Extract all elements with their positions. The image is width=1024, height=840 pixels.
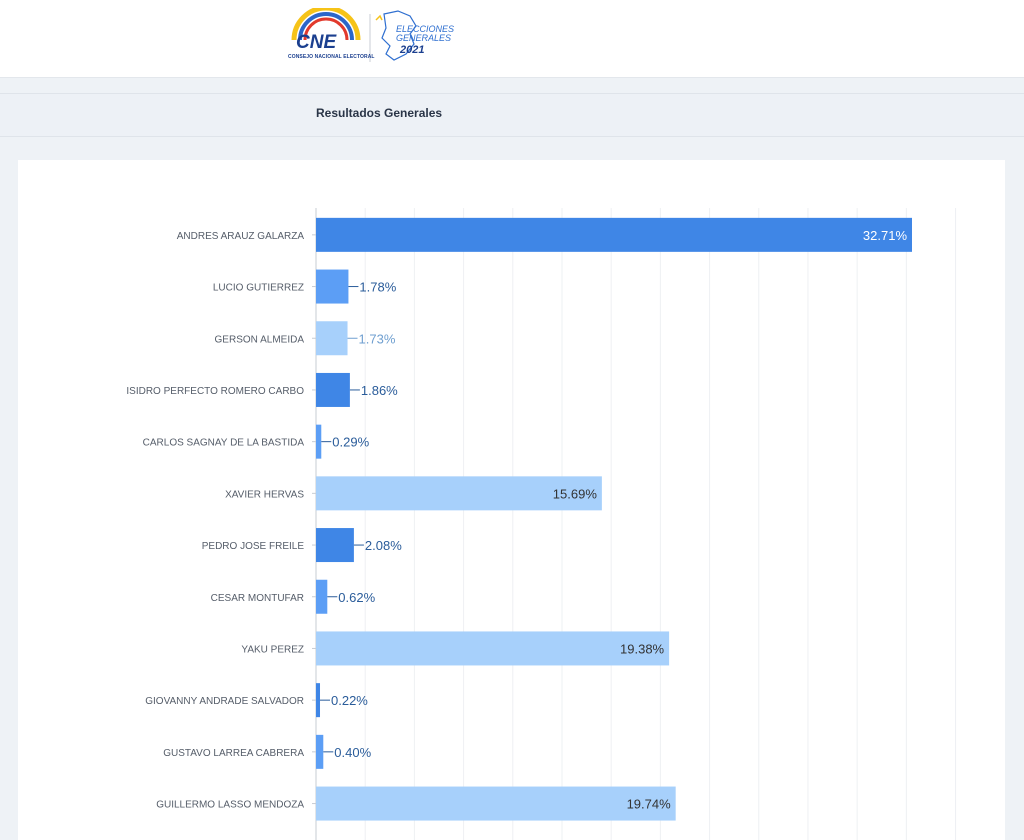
top-bar: CNE CONSEJO NACIONAL ELECTORAL ELECCIONE…: [0, 0, 1024, 78]
bar[interactable]: [316, 321, 348, 356]
value-label: 19.74%: [627, 797, 672, 812]
category-label: CESAR MONTUFAR: [211, 593, 304, 604]
value-label: 1.86%: [361, 383, 398, 398]
bar[interactable]: [316, 476, 602, 511]
value-label: 0.29%: [332, 435, 369, 450]
event-line1: ELECCIONES: [396, 24, 455, 34]
bar[interactable]: [316, 424, 322, 459]
elecciones-line: ELECCIONES GENERALES: [396, 25, 454, 43]
bar[interactable]: [316, 269, 349, 304]
category-label: GUSTAVO LARREA CABRERA: [163, 748, 304, 759]
cne-logo[interactable]: CNE CONSEJO NACIONAL ELECTORAL ELECCIONE…: [286, 5, 461, 68]
category-label: ISIDRO PERFECTO ROMERO CARBO: [126, 386, 304, 397]
cne-full-name: CONSEJO NACIONAL ELECTORAL: [288, 54, 375, 60]
results-card: ANDRES ARAUZ GALARZA 32.71% LUCIO GUTIERRE…: [18, 160, 1005, 840]
category-label: GERSON ALMEIDA: [215, 334, 305, 345]
bar[interactable]: [316, 734, 324, 769]
cne-abbr: CNE: [296, 32, 337, 52]
event-year: 2021: [400, 44, 425, 56]
category-label: GUILLERMO LASSO MENDOZA: [156, 800, 304, 811]
section-header: Resultados Generales: [0, 93, 1024, 137]
bar[interactable]: [316, 217, 912, 252]
bar[interactable]: [316, 631, 670, 666]
results-bar-chart: ANDRES ARAUZ GALARZA 32.71% LUCIO GUTIERRE…: [126, 208, 957, 840]
value-label: 0.40%: [334, 745, 371, 760]
cne-logo-graphic: [291, 5, 417, 62]
category-label: GIOVANNY ANDRADE SALVADOR: [145, 696, 304, 707]
value-label: 2.08%: [365, 538, 402, 553]
value-label: 19.38%: [620, 641, 665, 656]
bar[interactable]: [316, 786, 676, 821]
value-label: 1.73%: [359, 331, 396, 346]
category-label: PEDRO JOSE FREILE: [202, 541, 305, 552]
cne-abbr-svg: CNE: [296, 32, 337, 52]
value-label: 15.69%: [553, 486, 598, 501]
category-label: CARLOS SAGNAY DE LA BASTIDA: [143, 438, 305, 449]
value-label: 1.78%: [359, 280, 396, 295]
bar[interactable]: [316, 579, 328, 614]
category-label: YAKU PEREZ: [241, 644, 304, 655]
value-label: 32.71%: [863, 228, 908, 243]
bar[interactable]: [316, 528, 354, 563]
section-title: Resultados Generales: [316, 106, 443, 120]
bar[interactable]: [316, 683, 321, 718]
event-line2: GENERALES: [396, 33, 452, 43]
category-label: XAVIER HERVAS: [225, 489, 304, 500]
category-label: LUCIO GUTIERREZ: [213, 283, 304, 294]
value-label: 0.22%: [331, 693, 368, 708]
value-label: 0.62%: [338, 590, 375, 605]
bar[interactable]: [316, 372, 350, 407]
category-label: ANDRES ARAUZ GALARZA: [177, 231, 305, 242]
